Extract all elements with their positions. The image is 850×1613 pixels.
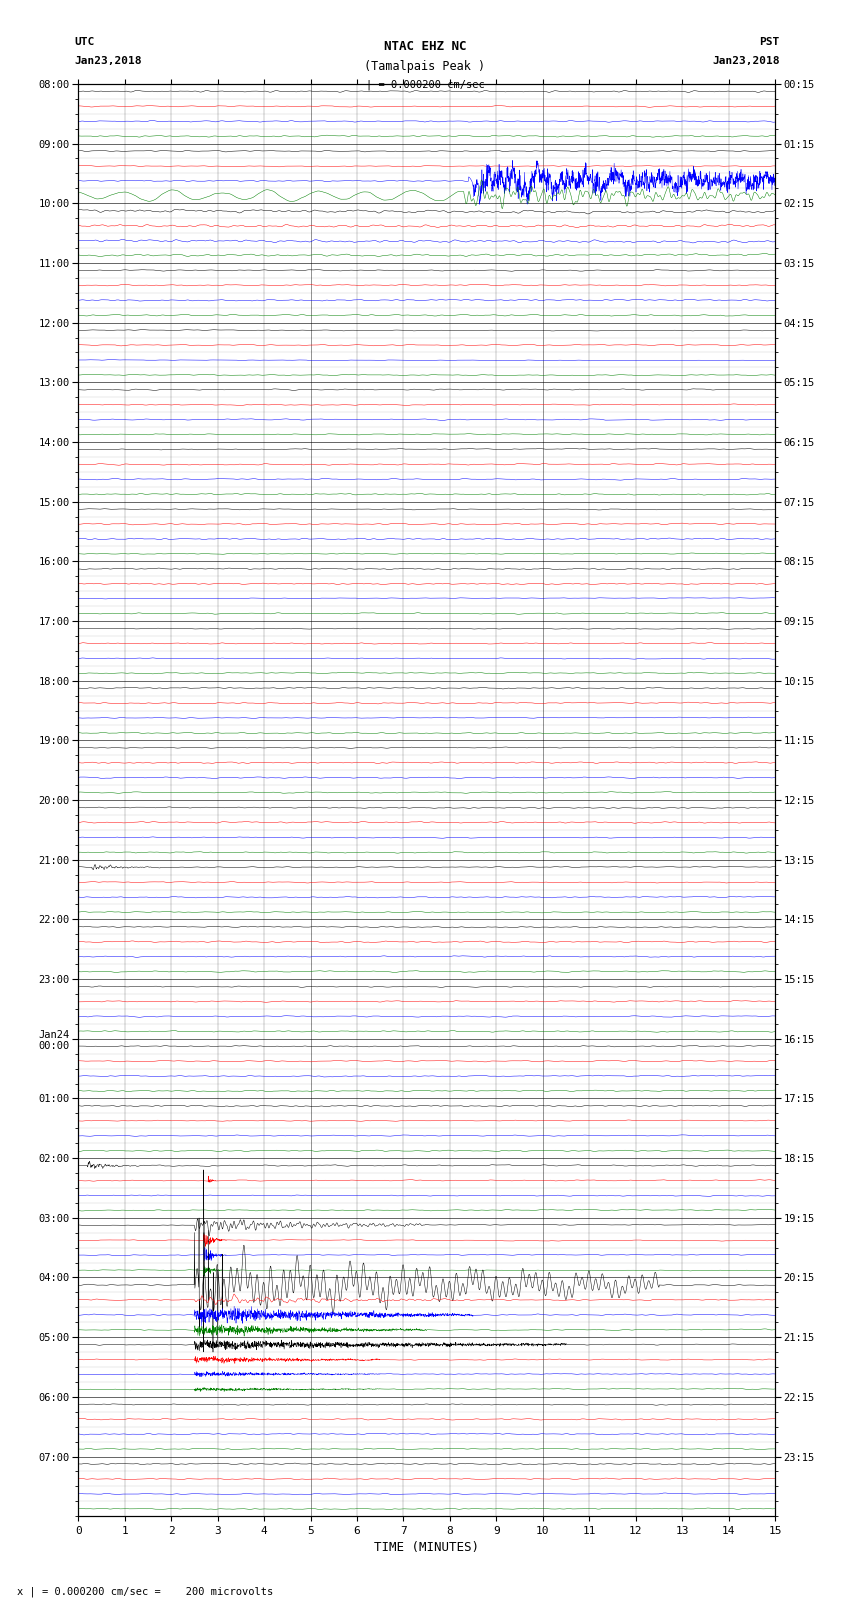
Text: Jan23,2018: Jan23,2018 [712, 56, 779, 66]
Text: PST: PST [759, 37, 779, 47]
Text: UTC: UTC [74, 37, 94, 47]
Text: (Tamalpais Peak ): (Tamalpais Peak ) [365, 60, 485, 73]
X-axis label: TIME (MINUTES): TIME (MINUTES) [374, 1542, 479, 1555]
Text: Jan23,2018: Jan23,2018 [74, 56, 141, 66]
Text: x | = 0.000200 cm/sec =    200 microvolts: x | = 0.000200 cm/sec = 200 microvolts [17, 1586, 273, 1597]
Text: NTAC EHZ NC: NTAC EHZ NC [383, 40, 467, 53]
Text: | = 0.000200 cm/sec: | = 0.000200 cm/sec [366, 79, 484, 90]
